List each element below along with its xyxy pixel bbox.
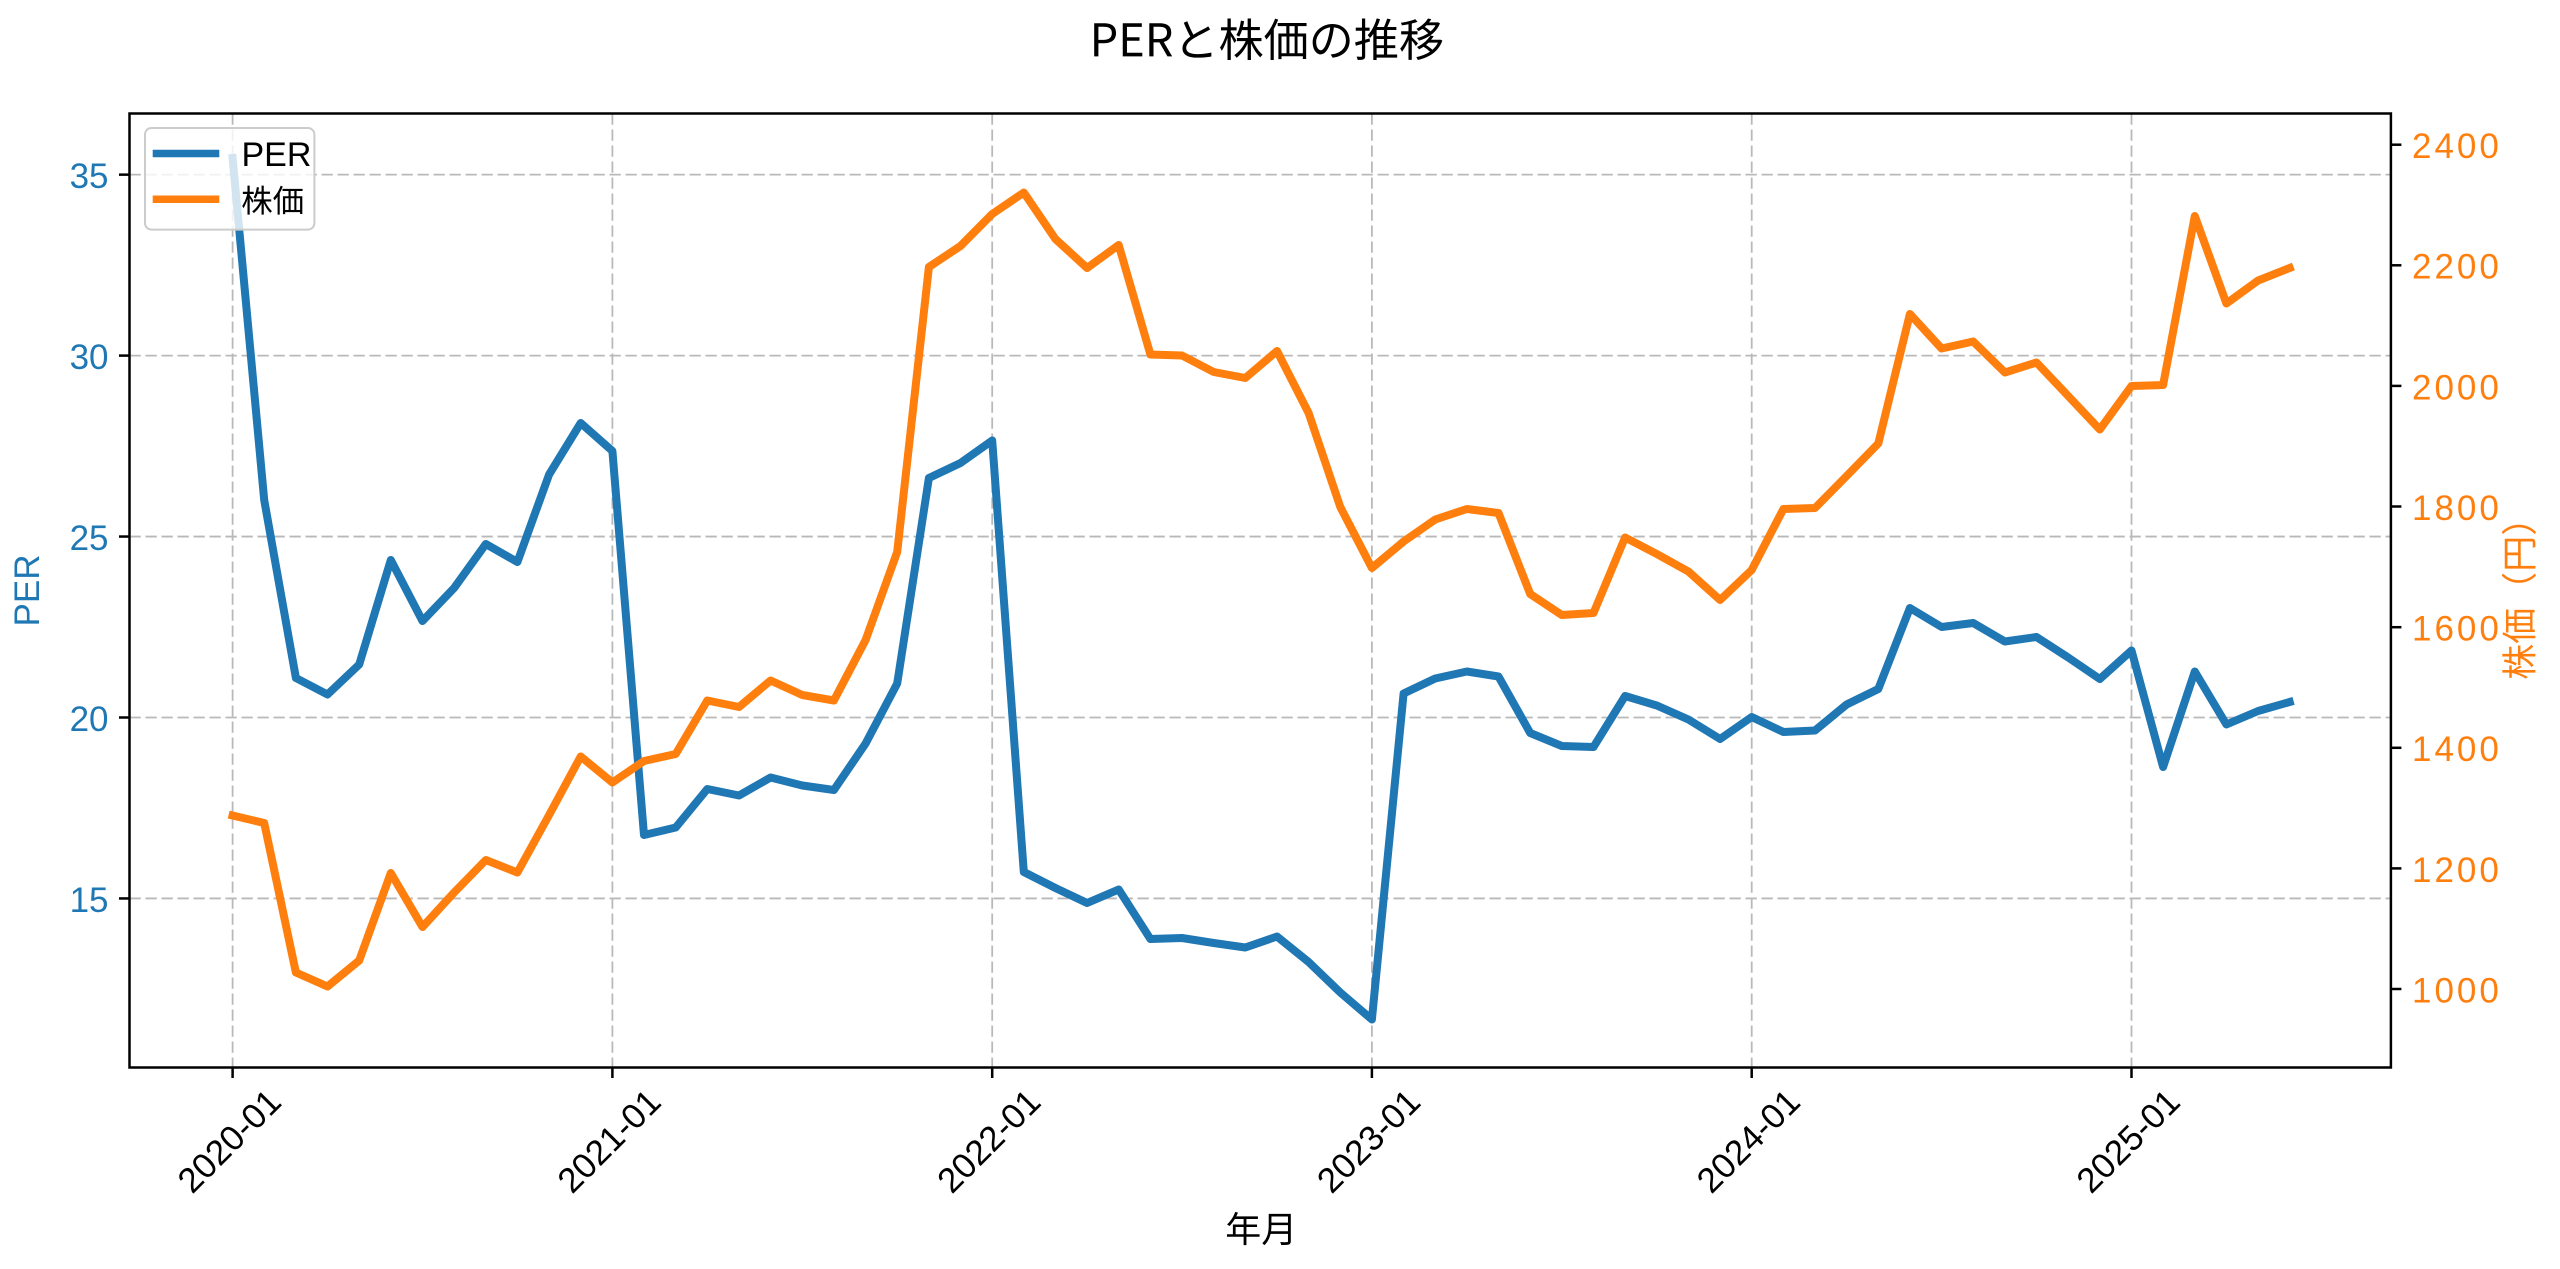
svg-text:1800: 1800 xyxy=(2412,489,2502,528)
svg-text:15: 15 xyxy=(70,881,109,920)
svg-text:2000: 2000 xyxy=(2412,368,2502,407)
svg-text:1000: 1000 xyxy=(2412,971,2502,1010)
svg-text:1200: 1200 xyxy=(2412,851,2502,890)
svg-text:2200: 2200 xyxy=(2412,248,2502,287)
svg-text:1400: 1400 xyxy=(2412,730,2502,769)
svg-text:2400: 2400 xyxy=(2412,127,2502,166)
svg-text:35: 35 xyxy=(70,157,109,196)
svg-text:25: 25 xyxy=(70,519,109,558)
svg-text:PER: PER xyxy=(8,555,47,627)
svg-text:30: 30 xyxy=(70,338,109,377)
svg-text:1600: 1600 xyxy=(2412,610,2502,649)
svg-text:PER: PER xyxy=(242,136,312,174)
svg-text:20: 20 xyxy=(70,700,109,739)
